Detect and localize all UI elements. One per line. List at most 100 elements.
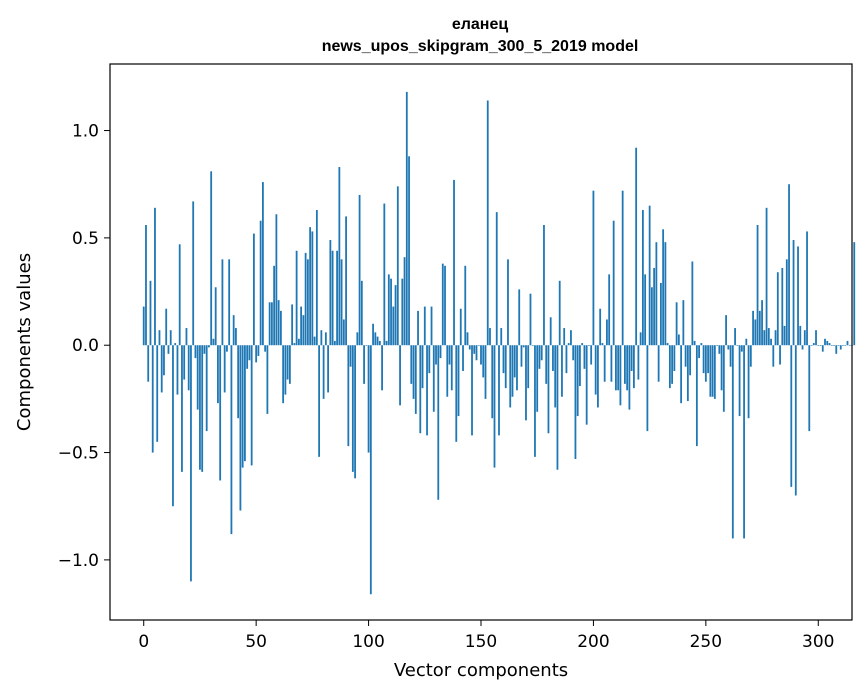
bar	[394, 285, 397, 346]
bar	[268, 302, 271, 346]
bar	[428, 345, 431, 374]
bar	[682, 300, 685, 346]
bar	[172, 345, 174, 507]
bar	[536, 345, 539, 412]
bar	[615, 345, 617, 391]
bar	[585, 345, 588, 425]
y-axis-ticks: −1.0 −0.5 0.0 0.5 1.0	[58, 122, 110, 571]
bar	[376, 336, 379, 346]
bar	[644, 274, 647, 346]
bar	[315, 209, 318, 346]
bar	[253, 233, 255, 346]
bar	[565, 345, 568, 374]
bar	[734, 328, 736, 346]
bar	[306, 259, 309, 346]
bar	[302, 315, 305, 346]
bar	[498, 345, 500, 436]
bar	[547, 345, 550, 434]
bar	[826, 340, 829, 346]
bar	[217, 345, 219, 404]
bar	[187, 345, 190, 391]
bar	[214, 287, 217, 346]
bar	[554, 345, 557, 408]
bar	[203, 345, 206, 354]
bar	[342, 319, 345, 346]
bar	[421, 345, 424, 389]
bar	[815, 330, 817, 346]
bar	[309, 227, 312, 346]
bar	[190, 345, 192, 582]
bar	[785, 259, 788, 346]
bar	[637, 345, 640, 380]
bar	[295, 250, 298, 346]
bar	[439, 345, 442, 359]
bar	[635, 147, 638, 346]
bar	[718, 345, 721, 354]
bar	[446, 345, 449, 397]
bar	[675, 302, 678, 346]
bar	[819, 345, 822, 346]
bar	[810, 345, 813, 346]
bar	[237, 345, 240, 419]
bar	[385, 340, 388, 346]
bar	[183, 345, 186, 380]
bar	[336, 250, 338, 346]
bar	[758, 310, 761, 346]
bar	[248, 345, 251, 361]
bar	[304, 252, 307, 346]
bar	[522, 345, 525, 348]
bar	[255, 345, 258, 363]
bar	[345, 216, 347, 346]
bar	[754, 319, 757, 346]
bar	[700, 343, 703, 346]
bar	[567, 343, 570, 346]
bar	[426, 345, 428, 436]
bar	[444, 265, 446, 346]
bar	[770, 338, 772, 346]
bar	[684, 345, 687, 367]
y-tick-label: 0.0	[72, 336, 99, 356]
bar	[630, 345, 633, 371]
bar	[360, 280, 363, 346]
bar	[527, 345, 530, 389]
bar	[511, 345, 514, 397]
bar	[441, 263, 444, 346]
bar	[844, 345, 847, 346]
bar	[221, 259, 224, 346]
bar	[790, 345, 793, 487]
bar	[619, 345, 622, 406]
bar	[324, 332, 327, 346]
bar	[354, 345, 356, 479]
x-tick-label: 200	[577, 632, 609, 652]
bar	[621, 190, 624, 346]
y-tick-label: 1.0	[72, 122, 99, 142]
bar	[459, 308, 462, 346]
bar	[437, 345, 440, 500]
bar	[293, 343, 296, 346]
bar	[455, 345, 458, 442]
bar	[747, 345, 750, 419]
bar	[576, 345, 579, 417]
bar	[799, 325, 802, 346]
bar	[502, 345, 505, 374]
bar	[709, 345, 712, 397]
bar	[740, 345, 743, 352]
bar	[520, 345, 523, 367]
bar	[646, 345, 649, 432]
bar	[689, 345, 692, 376]
bar	[725, 315, 727, 346]
bar	[650, 287, 653, 346]
bar	[266, 345, 269, 414]
bar	[495, 212, 498, 346]
bar	[262, 182, 264, 346]
bar	[720, 345, 723, 391]
bar	[713, 345, 716, 399]
bar	[691, 261, 694, 346]
bar	[208, 345, 210, 348]
bar	[288, 345, 291, 384]
x-tick-label: 300	[802, 632, 834, 652]
bar	[417, 310, 419, 346]
bar	[239, 345, 242, 511]
bar	[606, 319, 608, 346]
bar	[772, 345, 775, 367]
